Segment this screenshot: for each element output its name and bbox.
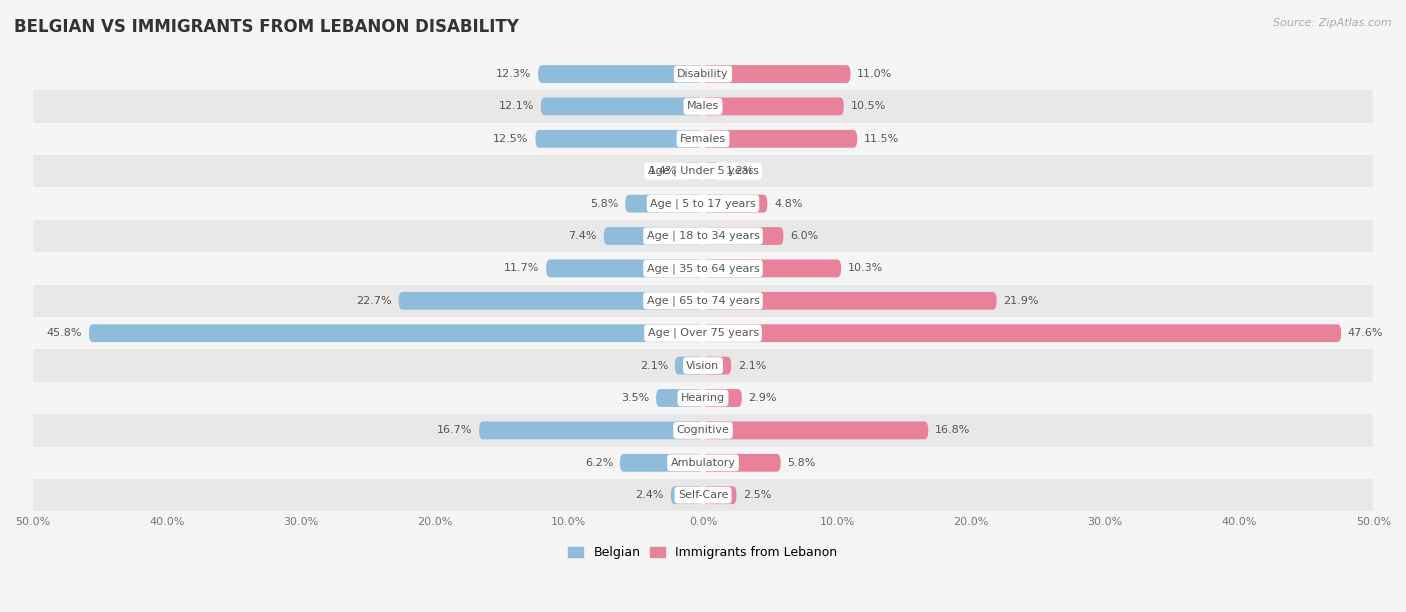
Bar [32, 349, 1374, 382]
FancyBboxPatch shape [703, 65, 851, 83]
Text: 4.8%: 4.8% [775, 199, 803, 209]
Text: 6.2%: 6.2% [585, 458, 613, 468]
Text: Age | Over 75 years: Age | Over 75 years [648, 328, 758, 338]
Text: 12.1%: 12.1% [499, 102, 534, 111]
FancyBboxPatch shape [89, 324, 703, 342]
Bar [32, 414, 1374, 447]
FancyBboxPatch shape [546, 259, 703, 277]
Text: Age | 65 to 74 years: Age | 65 to 74 years [647, 296, 759, 306]
FancyBboxPatch shape [703, 357, 731, 375]
Text: Cognitive: Cognitive [676, 425, 730, 435]
Text: 2.4%: 2.4% [636, 490, 664, 500]
FancyBboxPatch shape [703, 195, 768, 212]
Bar [32, 187, 1374, 220]
FancyBboxPatch shape [703, 130, 858, 147]
Text: 3.5%: 3.5% [621, 393, 650, 403]
FancyBboxPatch shape [703, 227, 783, 245]
FancyBboxPatch shape [536, 130, 703, 147]
Text: Males: Males [688, 102, 718, 111]
Text: 16.8%: 16.8% [935, 425, 970, 435]
Text: Source: ZipAtlas.com: Source: ZipAtlas.com [1274, 18, 1392, 28]
Text: Vision: Vision [686, 360, 720, 371]
Bar [32, 122, 1374, 155]
Text: 22.7%: 22.7% [356, 296, 392, 306]
FancyBboxPatch shape [479, 422, 703, 439]
Text: 45.8%: 45.8% [46, 328, 82, 338]
Text: 11.0%: 11.0% [858, 69, 893, 79]
FancyBboxPatch shape [620, 454, 703, 472]
Text: 12.5%: 12.5% [494, 134, 529, 144]
FancyBboxPatch shape [399, 292, 703, 310]
FancyBboxPatch shape [703, 389, 742, 407]
FancyBboxPatch shape [603, 227, 703, 245]
Text: 2.9%: 2.9% [748, 393, 778, 403]
Text: 12.3%: 12.3% [496, 69, 531, 79]
FancyBboxPatch shape [703, 422, 928, 439]
Text: 6.0%: 6.0% [790, 231, 818, 241]
Bar [32, 220, 1374, 252]
FancyBboxPatch shape [703, 162, 718, 180]
Bar [32, 285, 1374, 317]
FancyBboxPatch shape [541, 97, 703, 115]
Bar [32, 447, 1374, 479]
FancyBboxPatch shape [671, 487, 703, 504]
FancyBboxPatch shape [685, 162, 703, 180]
Text: 5.8%: 5.8% [591, 199, 619, 209]
Text: 7.4%: 7.4% [568, 231, 598, 241]
Text: 1.2%: 1.2% [725, 166, 754, 176]
Text: 16.7%: 16.7% [437, 425, 472, 435]
Bar [32, 382, 1374, 414]
Text: Hearing: Hearing [681, 393, 725, 403]
Text: 21.9%: 21.9% [1004, 296, 1039, 306]
Text: Self-Care: Self-Care [678, 490, 728, 500]
Text: 47.6%: 47.6% [1348, 328, 1384, 338]
FancyBboxPatch shape [703, 487, 737, 504]
Legend: Belgian, Immigrants from Lebanon: Belgian, Immigrants from Lebanon [564, 541, 842, 564]
Text: 10.3%: 10.3% [848, 263, 883, 274]
Text: 1.4%: 1.4% [650, 166, 678, 176]
Text: 10.5%: 10.5% [851, 102, 886, 111]
Text: 11.5%: 11.5% [863, 134, 900, 144]
Text: 5.8%: 5.8% [787, 458, 815, 468]
FancyBboxPatch shape [538, 65, 703, 83]
FancyBboxPatch shape [703, 259, 841, 277]
FancyBboxPatch shape [703, 454, 780, 472]
FancyBboxPatch shape [657, 389, 703, 407]
Text: Age | Under 5 years: Age | Under 5 years [648, 166, 758, 176]
Bar [32, 90, 1374, 122]
FancyBboxPatch shape [703, 97, 844, 115]
Text: 2.1%: 2.1% [738, 360, 766, 371]
Text: Disability: Disability [678, 69, 728, 79]
Text: Females: Females [681, 134, 725, 144]
Text: Ambulatory: Ambulatory [671, 458, 735, 468]
Bar [32, 252, 1374, 285]
Text: 11.7%: 11.7% [505, 263, 540, 274]
Text: 2.1%: 2.1% [640, 360, 668, 371]
FancyBboxPatch shape [626, 195, 703, 212]
Bar [32, 155, 1374, 187]
Text: Age | 35 to 64 years: Age | 35 to 64 years [647, 263, 759, 274]
FancyBboxPatch shape [703, 292, 997, 310]
FancyBboxPatch shape [703, 324, 1341, 342]
FancyBboxPatch shape [675, 357, 703, 375]
Text: Age | 5 to 17 years: Age | 5 to 17 years [650, 198, 756, 209]
Bar [32, 317, 1374, 349]
Bar [32, 58, 1374, 90]
Text: 2.5%: 2.5% [744, 490, 772, 500]
Text: BELGIAN VS IMMIGRANTS FROM LEBANON DISABILITY: BELGIAN VS IMMIGRANTS FROM LEBANON DISAB… [14, 18, 519, 36]
Bar [32, 479, 1374, 512]
Text: Age | 18 to 34 years: Age | 18 to 34 years [647, 231, 759, 241]
